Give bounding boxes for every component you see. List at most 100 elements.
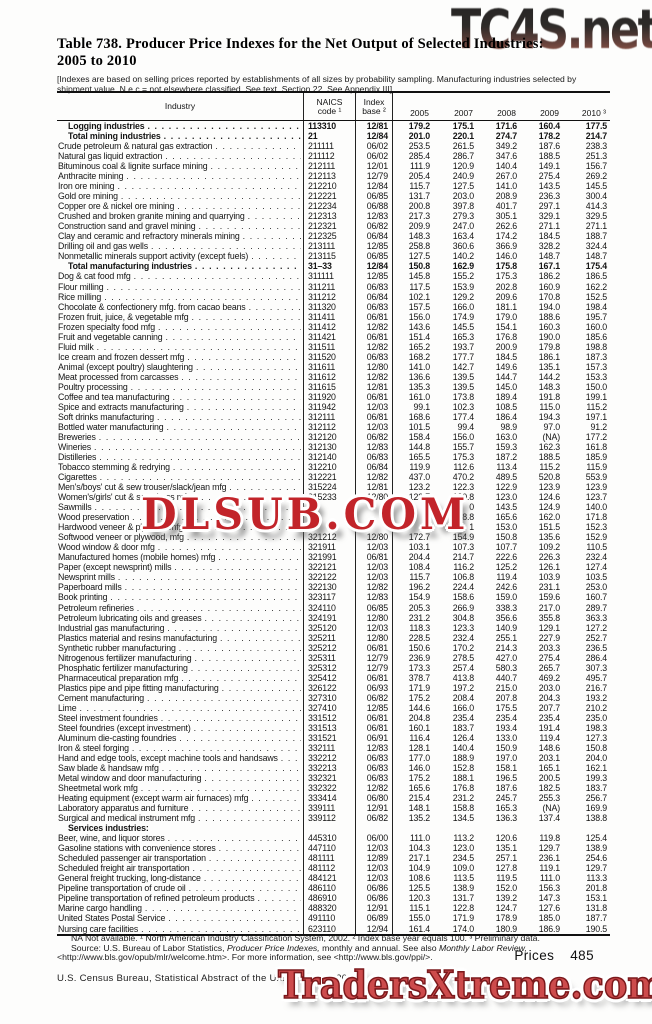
value-cell-2007: 261.5 bbox=[452, 141, 474, 152]
dot-leader bbox=[204, 873, 301, 883]
value-cell-2009: 203.3 bbox=[538, 642, 560, 653]
industry-name: Cement manufacturing bbox=[58, 692, 144, 703]
value-cell-2008: 356.6 bbox=[495, 612, 517, 623]
value-cell-2010: 300.4 bbox=[585, 191, 607, 202]
index-base-cell: 06/89 bbox=[355, 913, 392, 924]
value-cell-2008: 305.1 bbox=[495, 211, 517, 222]
industry-name: Men's/boys' cut & sew trouser/slack/jean… bbox=[58, 482, 227, 493]
index-base-cell: 12/84 bbox=[355, 131, 392, 142]
value-cell-2010: 113.3 bbox=[586, 873, 607, 884]
index-base-cell: 06/83 bbox=[355, 301, 392, 312]
value-cell-2009: 217.0 bbox=[538, 602, 560, 613]
value-cell-2010: 152.9 bbox=[585, 532, 607, 543]
value-cell-2005: 119.9 bbox=[392, 462, 433, 473]
industry-cell: Men's/boys' cut & sew trouser/slack/jean… bbox=[57, 482, 303, 492]
value-cell-2005: 172.7 bbox=[392, 532, 433, 543]
value-cell-2009: 227.9 bbox=[538, 632, 560, 643]
naics-code-cell: 213111 bbox=[303, 241, 355, 252]
index-base-cell: 12/03 bbox=[355, 562, 392, 573]
index-base-cell: 12/03 bbox=[355, 572, 392, 583]
value-cell-2005: 103.1 bbox=[392, 542, 433, 553]
naics-code-cell: 486110 bbox=[303, 883, 355, 894]
index-base-cell: 06/02 bbox=[355, 141, 392, 152]
naics-code-cell: 322130 bbox=[303, 582, 355, 593]
value-cell-2007: 240.9 bbox=[452, 171, 474, 182]
value-cell-2008: 202.8 bbox=[495, 281, 517, 292]
industry-name: Phosphatic fertilizer manufacturing bbox=[58, 662, 188, 673]
naics-code-cell: 311421 bbox=[303, 331, 355, 342]
value-cell-2007: 208.4 bbox=[452, 692, 474, 703]
value-cell-2008: 366.9 bbox=[495, 241, 517, 252]
index-base-cell: 06/85 bbox=[355, 602, 392, 613]
value-cell-2008: 274.7 bbox=[495, 131, 517, 142]
table-row: Crude petroleum & natural gas extraction… bbox=[57, 141, 610, 152]
index-base-cell: 06/83 bbox=[355, 773, 392, 784]
value-cell-2008: 175.5 bbox=[495, 702, 517, 713]
value-cell-2008: 120.6 bbox=[495, 833, 517, 844]
table-row: Bottled water manufacturing 31211212/0310… bbox=[57, 421, 610, 432]
value-cell-2010: 271.1 bbox=[585, 221, 607, 232]
naics-code-cell: 325212 bbox=[303, 642, 355, 653]
value-cell-2007 bbox=[433, 823, 477, 833]
index-base-cell: 06/82 bbox=[355, 221, 392, 232]
industry-name: Bottled water manufacturing bbox=[58, 421, 164, 432]
table-row: United States Postal Service49111006/891… bbox=[57, 913, 610, 924]
value-cell-2008: 152.0 bbox=[495, 883, 517, 894]
value-cell-2010: 199.3 bbox=[585, 773, 607, 784]
naics-code-cell: 325120 bbox=[303, 622, 355, 633]
naics-code-cell: 212321 bbox=[303, 221, 355, 232]
value-cell-2009: 109.2 bbox=[538, 542, 560, 553]
index-base-cell: 06/81 bbox=[355, 552, 392, 563]
value-cell-2008: 179.0 bbox=[495, 311, 517, 322]
dot-leader bbox=[192, 312, 301, 322]
value-cell-2005: 136.6 bbox=[392, 371, 433, 382]
dot-leader bbox=[157, 412, 301, 422]
value-cell-2010: 198.4 bbox=[585, 301, 607, 312]
table-row: Men's/boys' cut & sew trouser/slack/jean… bbox=[57, 482, 610, 493]
industry-cell: Total mining industries bbox=[57, 131, 303, 141]
value-cell-2010: 324.4 bbox=[585, 241, 607, 252]
index-base-cell: 12/80 bbox=[355, 492, 392, 503]
industry-name: Pipeline transportation of crude oil bbox=[58, 883, 186, 894]
dot-leader bbox=[118, 572, 301, 582]
index-base-cell: 06/83 bbox=[355, 351, 392, 362]
industry-cell: Wineries bbox=[57, 442, 303, 452]
value-cell-2008: 262.6 bbox=[495, 221, 517, 232]
value-cell-2010: 148.7 bbox=[585, 251, 607, 262]
value-cell-2009: 162.3 bbox=[538, 442, 560, 453]
naics-code-cell: 332321 bbox=[303, 773, 355, 784]
table-row: Crushed and broken granite mining and qu… bbox=[57, 211, 610, 222]
value-cell-2008: 163.0 bbox=[495, 431, 517, 442]
value-cell-2008: 186.4 bbox=[495, 411, 517, 422]
industry-cell: Petroleum lubricating oils and greases bbox=[57, 613, 303, 623]
naics-code-cell: 212325 bbox=[303, 231, 355, 242]
value-cell-2007: 279.3 bbox=[452, 211, 474, 222]
value-cell-2008: 107.7 bbox=[495, 542, 517, 553]
value-cell-2010: 131.8 bbox=[585, 903, 607, 914]
industry-name: Frozen fruit, juice, & vegetable mfg bbox=[58, 311, 189, 322]
value-cell-2008: 136.3 bbox=[495, 813, 517, 824]
naics-code-cell: 331521 bbox=[303, 732, 355, 743]
value-cell-2008: 176.8 bbox=[495, 331, 517, 342]
index-base-cell bbox=[355, 502, 392, 513]
naics-code-cell: 491110 bbox=[303, 913, 355, 924]
naics-code-cell: 325412 bbox=[303, 672, 355, 683]
industry-cell: Natural gas liquid extraction bbox=[57, 151, 303, 161]
index-base-cell: 12/85 bbox=[355, 702, 392, 713]
industry-cell: Manufactured homes (mobile homes) mfg bbox=[57, 552, 303, 562]
dot-leader bbox=[173, 462, 301, 472]
value-cell-2008: 181.1 bbox=[495, 301, 517, 312]
col-header-2008: 2008 bbox=[497, 108, 516, 118]
value-cell-2007: 122.3 bbox=[452, 482, 474, 493]
value-cell-2009: 144.2 bbox=[538, 371, 560, 382]
industry-name: Ice cream and frozen dessert mfg bbox=[58, 351, 185, 362]
value-cell-2005: 115.7 bbox=[392, 572, 433, 583]
value-cell-2008: 133.0 bbox=[495, 732, 517, 743]
industry-cell: Hardwood veneer & plywood mfg bbox=[57, 522, 303, 532]
dot-leader bbox=[174, 562, 301, 572]
col-header-naics: NAICS code ¹ bbox=[303, 93, 355, 120]
table-row: Pipeline transportation of refined petro… bbox=[57, 893, 610, 904]
industry-name: Pipeline transportation of refined petro… bbox=[58, 893, 255, 904]
industry-name: Flour milling bbox=[58, 281, 104, 292]
index-base-cell: 06/86 bbox=[355, 893, 392, 904]
